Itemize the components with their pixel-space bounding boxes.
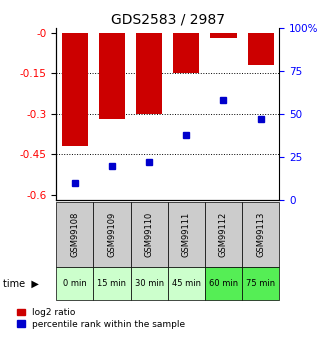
Text: 15 min: 15 min: [98, 279, 126, 288]
Text: 30 min: 30 min: [134, 279, 164, 288]
Bar: [242, 202, 279, 267]
Bar: [62, 33, 88, 146]
Text: GSM99113: GSM99113: [256, 212, 265, 257]
Text: 75 min: 75 min: [246, 279, 275, 288]
Text: 0 min: 0 min: [63, 279, 87, 288]
Bar: [205, 202, 242, 267]
Bar: [136, 33, 162, 114]
Bar: [56, 202, 93, 267]
Bar: [131, 202, 168, 267]
Bar: [205, 267, 242, 300]
Text: 60 min: 60 min: [209, 279, 238, 288]
Text: 45 min: 45 min: [172, 279, 201, 288]
Text: GSM99110: GSM99110: [145, 212, 154, 257]
Text: GSM99108: GSM99108: [70, 212, 79, 257]
Title: GDS2583 / 2987: GDS2583 / 2987: [111, 12, 225, 27]
Text: GSM99111: GSM99111: [182, 212, 191, 257]
Text: GSM99109: GSM99109: [108, 212, 117, 257]
Bar: [99, 33, 125, 119]
Bar: [93, 202, 131, 267]
Text: GSM99112: GSM99112: [219, 212, 228, 257]
Bar: [93, 267, 131, 300]
Bar: [242, 267, 279, 300]
Text: time  ▶: time ▶: [3, 279, 39, 289]
Bar: [168, 267, 205, 300]
Bar: [56, 267, 93, 300]
Bar: [248, 33, 274, 65]
Bar: [131, 267, 168, 300]
Bar: [168, 202, 205, 267]
Legend: log2 ratio, percentile rank within the sample: log2 ratio, percentile rank within the s…: [17, 308, 185, 329]
Bar: [173, 33, 199, 73]
Bar: [211, 33, 237, 38]
